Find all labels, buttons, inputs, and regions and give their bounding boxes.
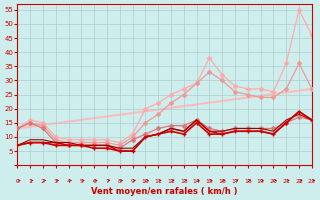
X-axis label: Vent moyen/en rafales ( km/h ): Vent moyen/en rafales ( km/h ) [91,187,238,196]
